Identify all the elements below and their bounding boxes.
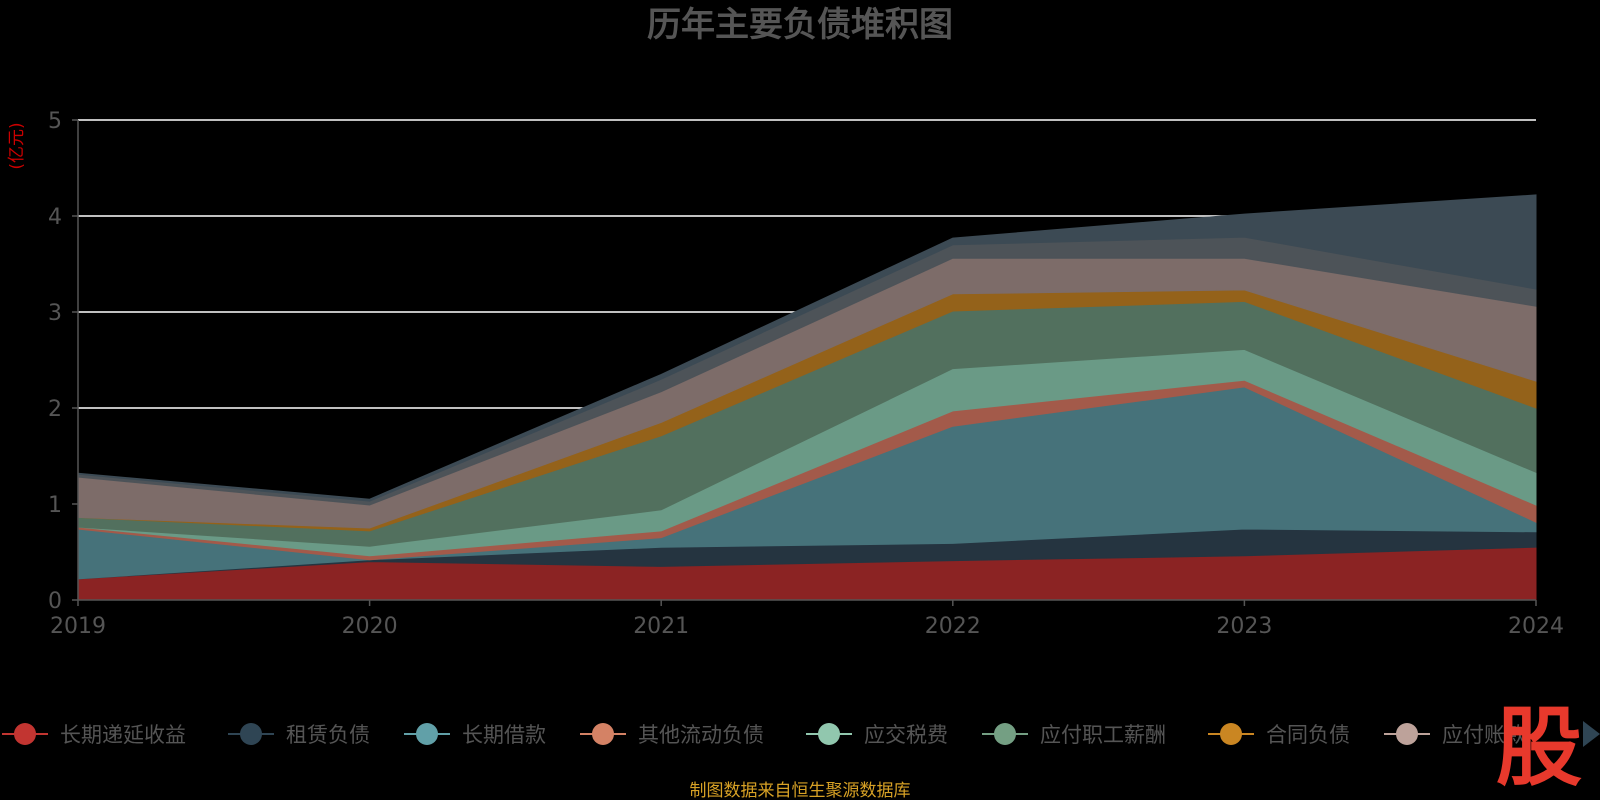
- legend-item[interactable]: 长期借款: [404, 723, 546, 747]
- legend-label: 应付职工薪酬: [1040, 723, 1166, 747]
- x-tick-label: 2021: [633, 614, 689, 639]
- legend-label: 应付账款: [1442, 723, 1526, 747]
- legend-label: 其他流动负债: [638, 723, 764, 747]
- legend-label: 租赁负债: [286, 723, 370, 747]
- y-tick-label: 2: [48, 397, 62, 422]
- legend-marker: [14, 723, 36, 745]
- y-tick-label: 1: [48, 493, 62, 518]
- legend-marker: [592, 723, 614, 745]
- axes: 0 1 2 3 4 5 2019 2020 2021 2022 2023 2024: [48, 109, 1564, 639]
- legend-marker: [994, 723, 1016, 745]
- legend-item[interactable]: 应付账款: [1384, 723, 1526, 747]
- area-series: [77, 194, 1537, 601]
- y-tick-label: 3: [48, 301, 62, 326]
- area-series-9: [77, 194, 1537, 502]
- legend-marker: [240, 723, 262, 745]
- y-tick-label: 4: [48, 205, 62, 230]
- x-tick-label: 2019: [50, 614, 106, 639]
- legend-label: 长期递延收益: [60, 723, 186, 747]
- x-tick-label: 2024: [1508, 614, 1564, 639]
- logo: 股: [1496, 698, 1582, 798]
- legend-item[interactable]: 合同负债: [1208, 723, 1350, 747]
- source-note: 制图数据来自恒生聚源数据库: [690, 781, 911, 800]
- legend-marker: [1220, 723, 1242, 745]
- chart-title: 历年主要负债堆积图: [647, 5, 953, 45]
- legend-label: 长期借款: [462, 723, 546, 747]
- legend[interactable]: 长期递延收益 租赁负债 长期借款 其他流动负债 应交税费 应付职工薪酬 合同负债 应付账款: [2, 723, 1526, 747]
- x-tick-label: 2022: [925, 614, 981, 639]
- y-tick-label: 0: [48, 589, 62, 614]
- legend-marker: [416, 723, 438, 745]
- legend-label: 合同负债: [1266, 723, 1350, 747]
- legend-marker: [818, 723, 840, 745]
- x-tick-label: 2020: [342, 614, 398, 639]
- triangle-right-icon[interactable]: [1583, 721, 1600, 747]
- y-axis-unit-label: (亿元): [7, 122, 27, 169]
- legend-item[interactable]: 应付职工薪酬: [982, 723, 1166, 747]
- legend-item[interactable]: 租赁负债: [228, 723, 370, 747]
- y-tick-label: 5: [48, 109, 62, 134]
- legend-item[interactable]: 其他流动负债: [580, 723, 764, 747]
- legend-item[interactable]: 长期递延收益: [2, 723, 186, 747]
- legend-marker: [1396, 723, 1418, 745]
- legend-item[interactable]: 应交税费: [806, 723, 948, 747]
- x-tick-label: 2023: [1216, 614, 1272, 639]
- legend-label: 应交税费: [864, 723, 948, 747]
